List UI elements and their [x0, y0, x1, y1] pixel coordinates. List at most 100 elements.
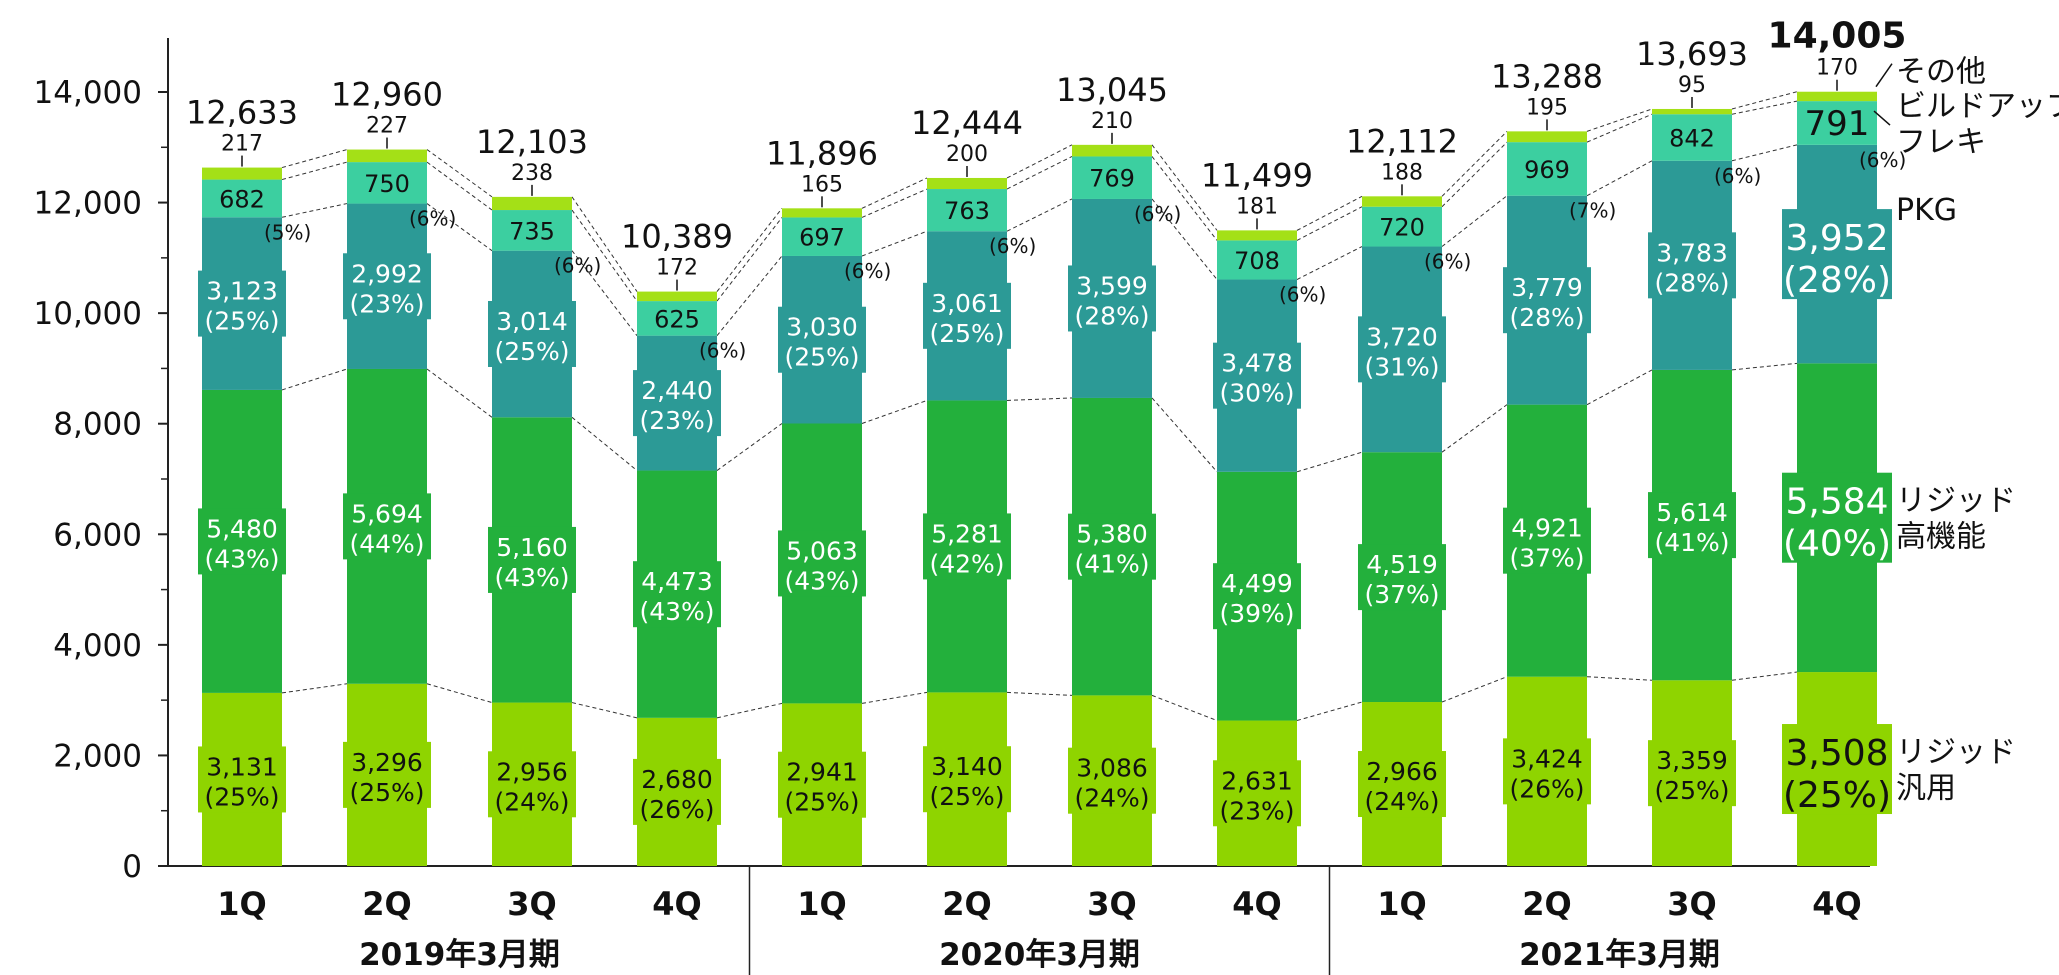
other-value-label: 95 — [1678, 73, 1706, 98]
legend-label: PKG — [1896, 193, 1957, 228]
bar-segment — [782, 217, 862, 256]
connector-line — [1586, 160, 1653, 197]
segment-pct-label: (23%) — [1219, 796, 1294, 825]
y-tick-label: 0 — [122, 849, 142, 885]
segment-label-bg — [343, 493, 431, 560]
segment-value-label: 4,499 — [1221, 569, 1293, 598]
connector-line — [861, 188, 928, 218]
total-label: 13,693 — [1636, 35, 1748, 73]
total-label: 11,499 — [1201, 156, 1313, 194]
x-tick-label: 1Q — [797, 885, 846, 923]
segment-value-label: 3,952 — [1785, 218, 1888, 259]
total-label: 12,444 — [911, 104, 1023, 142]
connector-line — [1296, 451, 1363, 473]
segment-label-bg — [778, 751, 866, 818]
segment-value-label: 2,956 — [496, 757, 568, 786]
segment-label-bg — [1213, 563, 1301, 630]
segment-value-label: 3,086 — [1076, 754, 1148, 783]
segment-pct-label: (6%) — [989, 234, 1036, 258]
segment-value-label: 3,061 — [931, 289, 1003, 318]
segment-pct-label: (6%) — [844, 259, 891, 283]
y-tick-label: 6,000 — [53, 517, 142, 553]
legend-label: リジッド — [1896, 735, 2016, 770]
connector-line — [861, 691, 928, 704]
x-tick-label: 2Q — [362, 885, 411, 923]
bar-segment — [202, 167, 282, 180]
segment-label-bg — [1358, 544, 1446, 611]
x-tick-label: 3Q — [1087, 885, 1136, 923]
bar-segment — [637, 291, 717, 302]
segment-value-label: 682 — [219, 185, 265, 213]
bar-segment — [492, 210, 572, 251]
other-value-label: 195 — [1526, 95, 1568, 120]
connector-line — [1296, 206, 1363, 241]
other-value-label: 210 — [1091, 109, 1133, 134]
total-label: 11,896 — [766, 134, 878, 172]
y-tick-label: 10,000 — [34, 296, 142, 332]
connector-line — [1296, 195, 1363, 231]
segment-pct-label: (6%) — [1279, 283, 1326, 307]
segment-pct-label: (24%) — [494, 787, 569, 816]
connector-line — [716, 255, 783, 336]
connector-line — [281, 683, 348, 694]
segment-pct-label: (43%) — [204, 544, 279, 573]
segment-label-bg — [1782, 724, 1892, 815]
other-value-label: 181 — [1236, 194, 1278, 219]
connector-line — [1586, 369, 1653, 406]
segment-pct-label: (31%) — [1364, 352, 1439, 381]
segment-pct-label: (24%) — [1074, 784, 1149, 813]
segment-label-bg — [778, 306, 866, 373]
segment-value-label: 4,473 — [641, 567, 713, 596]
legend-leader-line — [1875, 63, 1893, 88]
segment-pct-label: (25%) — [1654, 776, 1729, 805]
bar-segment — [1072, 156, 1152, 199]
segment-label-bg — [343, 253, 431, 320]
connector-line — [571, 416, 638, 471]
segment-pct-label: (37%) — [1364, 580, 1439, 609]
segment-pct-label: (28%) — [1509, 303, 1584, 332]
segment-label-bg — [343, 741, 431, 808]
segment-pct-label: (43%) — [639, 597, 714, 626]
bar-segment — [927, 177, 1007, 190]
connector-line — [426, 161, 493, 211]
segment-value-label: 735 — [509, 217, 555, 245]
bar-segment — [1797, 91, 1877, 102]
connector-line — [571, 250, 638, 336]
total-label: 10,389 — [621, 218, 733, 256]
x-tick-label: 1Q — [217, 885, 266, 923]
connector-line — [1731, 362, 1798, 371]
connector-line — [1731, 100, 1798, 115]
x-tick-label: 4Q — [652, 885, 701, 923]
segment-value-label: 969 — [1524, 156, 1570, 184]
segment-pct-label: (25%) — [929, 319, 1004, 348]
bar-segment — [347, 149, 427, 163]
segment-value-label: 3,599 — [1076, 271, 1148, 300]
segment-pct-label: (26%) — [1509, 774, 1584, 803]
group-label: 2020年3月期 — [939, 937, 1140, 973]
segment-label-bg — [1213, 760, 1301, 827]
segment-label-bg — [1358, 751, 1446, 818]
axes: 0 2,000 4,000 6,000 8,000 10,000 12,000 14,000 2… — [34, 38, 1870, 975]
segment-value-label: 5,694 — [351, 499, 423, 528]
segment-label-bg — [1213, 342, 1301, 409]
segment-value-label: 5,160 — [496, 533, 568, 562]
connector-line — [1151, 198, 1218, 280]
connector-line — [281, 368, 348, 391]
segment-label-bg — [1503, 738, 1591, 805]
connector-line — [571, 196, 638, 292]
segment-pct-label: (37%) — [1509, 544, 1584, 573]
legend-label: 高機能 — [1896, 520, 1986, 555]
connector-line — [1151, 694, 1218, 722]
connector-line — [1151, 397, 1218, 473]
connector-line — [1151, 144, 1218, 231]
other-value-label: 238 — [511, 161, 553, 186]
bar-segment — [1652, 108, 1732, 115]
segment-pct-label: (44%) — [349, 529, 424, 558]
segment-value-label: 697 — [799, 224, 845, 252]
segment-pct-label: (43%) — [494, 563, 569, 592]
connector-lines — [281, 91, 1798, 722]
connector-line — [426, 683, 493, 704]
bar-segment — [1507, 131, 1587, 143]
other-value-label: 217 — [221, 132, 263, 157]
